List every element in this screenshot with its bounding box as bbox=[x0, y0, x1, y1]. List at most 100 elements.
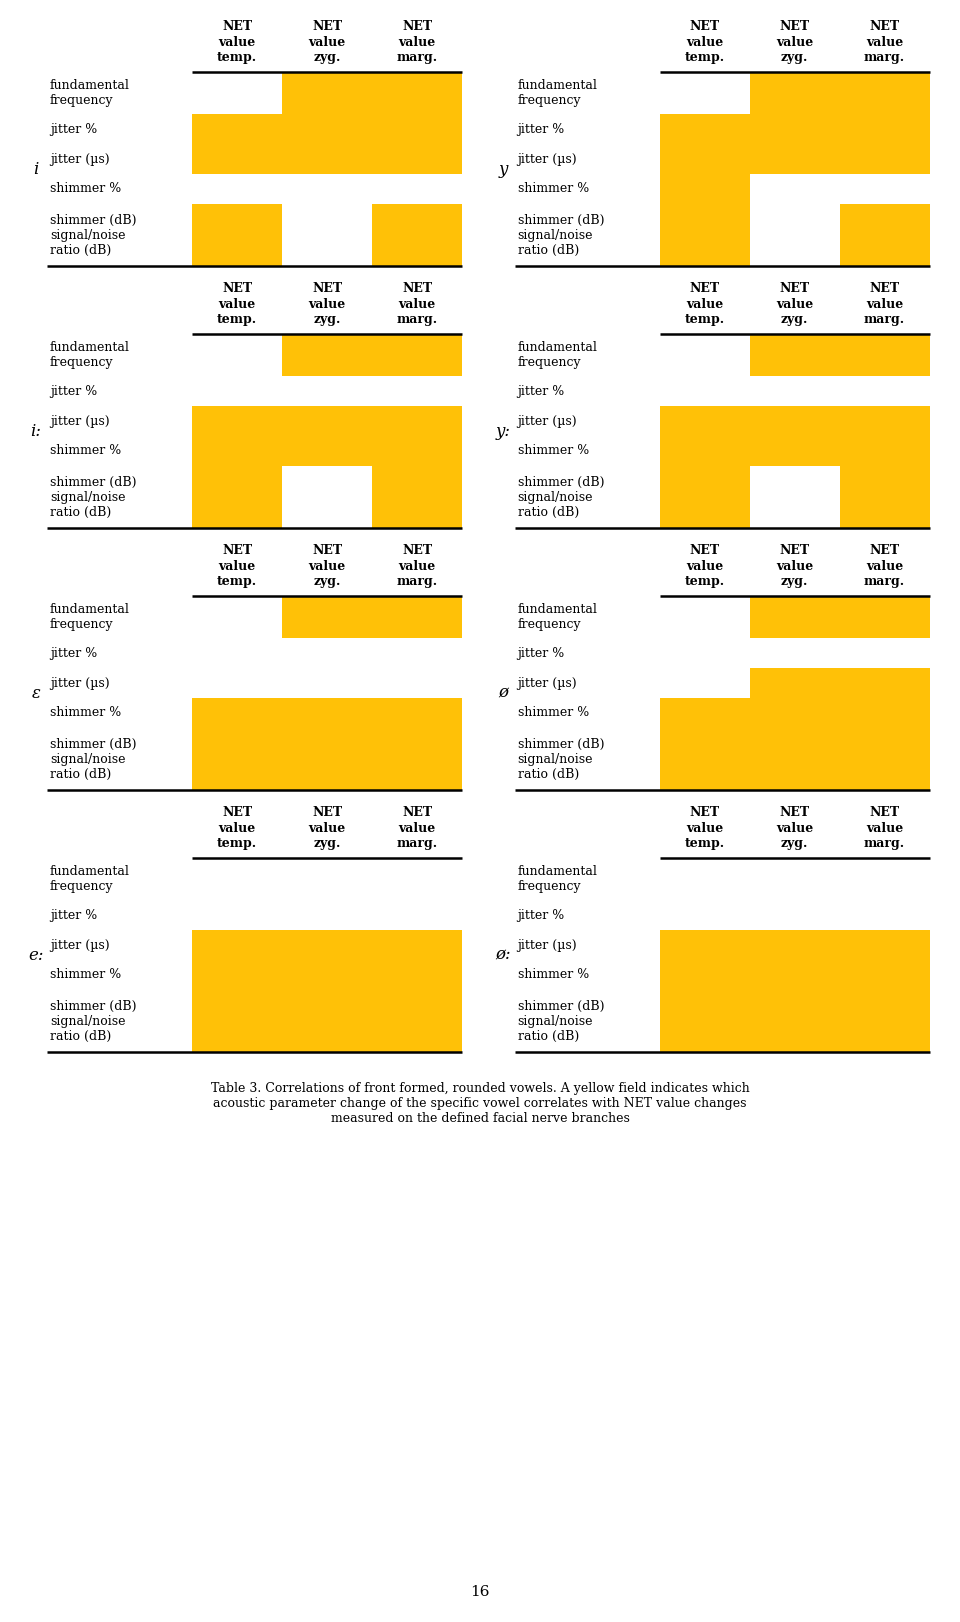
Bar bbox=[750, 204, 839, 266]
Bar bbox=[750, 595, 839, 637]
Bar bbox=[660, 376, 750, 406]
Bar bbox=[750, 334, 839, 376]
Text: ø: ø bbox=[498, 684, 509, 701]
Bar bbox=[192, 114, 282, 144]
Bar bbox=[660, 960, 750, 989]
Bar bbox=[282, 697, 372, 728]
Bar bbox=[660, 334, 750, 376]
Text: shimmer %: shimmer % bbox=[50, 968, 121, 981]
Bar bbox=[750, 144, 839, 174]
Bar bbox=[372, 436, 462, 466]
Bar bbox=[282, 174, 372, 204]
Text: shimmer (dB)
signal/noise
ratio (dB): shimmer (dB) signal/noise ratio (dB) bbox=[50, 475, 136, 519]
Bar bbox=[192, 436, 282, 466]
Bar bbox=[282, 595, 372, 637]
Bar bbox=[839, 436, 929, 466]
Text: fundamental
frequency: fundamental frequency bbox=[50, 865, 130, 894]
Text: jitter (µs): jitter (µs) bbox=[50, 939, 109, 952]
Text: fundamental
frequency: fundamental frequency bbox=[517, 341, 597, 368]
Text: jitter %: jitter % bbox=[517, 384, 564, 397]
Text: shimmer %: shimmer % bbox=[50, 707, 121, 720]
Bar bbox=[372, 71, 462, 114]
Bar bbox=[282, 406, 372, 436]
Text: NET
value
zyg.: NET value zyg. bbox=[776, 545, 813, 587]
Text: shimmer %: shimmer % bbox=[517, 183, 588, 196]
Text: NET
value
temp.: NET value temp. bbox=[684, 806, 725, 850]
Text: fundamental
frequency: fundamental frequency bbox=[517, 865, 597, 894]
Bar bbox=[750, 406, 839, 436]
Text: fundamental
frequency: fundamental frequency bbox=[517, 603, 597, 631]
Bar bbox=[839, 595, 929, 637]
Bar bbox=[750, 989, 839, 1053]
Bar bbox=[839, 114, 929, 144]
Bar bbox=[839, 466, 929, 529]
Bar bbox=[750, 858, 839, 900]
Text: NET
value
temp.: NET value temp. bbox=[217, 545, 257, 587]
Bar bbox=[372, 334, 462, 376]
Bar bbox=[839, 174, 929, 204]
Bar bbox=[282, 668, 372, 697]
Text: jitter %: jitter % bbox=[517, 908, 564, 921]
Text: NET
value
temp.: NET value temp. bbox=[217, 21, 257, 63]
Bar bbox=[192, 376, 282, 406]
Text: jitter (µs): jitter (µs) bbox=[517, 676, 577, 689]
Bar bbox=[839, 376, 929, 406]
Bar bbox=[282, 204, 372, 266]
Text: Table 3. Correlations of front formed, rounded vowels. A yellow field indicates : Table 3. Correlations of front formed, r… bbox=[210, 1082, 750, 1126]
Text: jitter (µs): jitter (µs) bbox=[50, 415, 109, 428]
Text: NET
value
zyg.: NET value zyg. bbox=[776, 282, 813, 326]
Text: ε: ε bbox=[32, 684, 40, 701]
Text: NET
value
marg.: NET value marg. bbox=[396, 21, 438, 63]
Bar bbox=[282, 960, 372, 989]
Bar bbox=[192, 71, 282, 114]
Text: fundamental
frequency: fundamental frequency bbox=[50, 603, 130, 631]
Text: NET
value
zyg.: NET value zyg. bbox=[308, 282, 346, 326]
Bar bbox=[282, 900, 372, 929]
Bar bbox=[192, 334, 282, 376]
Text: NET
value
zyg.: NET value zyg. bbox=[776, 806, 813, 850]
Bar bbox=[192, 144, 282, 174]
Bar bbox=[282, 436, 372, 466]
Bar bbox=[282, 728, 372, 790]
Bar bbox=[750, 466, 839, 529]
Text: NET
value
temp.: NET value temp. bbox=[217, 806, 257, 850]
Text: NET
value
zyg.: NET value zyg. bbox=[308, 21, 346, 63]
Bar bbox=[839, 334, 929, 376]
Bar bbox=[192, 929, 282, 960]
Bar bbox=[282, 637, 372, 668]
Text: NET
value
temp.: NET value temp. bbox=[684, 545, 725, 587]
Bar bbox=[660, 595, 750, 637]
Text: e:: e: bbox=[28, 947, 44, 963]
Bar bbox=[660, 858, 750, 900]
Bar bbox=[372, 406, 462, 436]
Bar bbox=[282, 144, 372, 174]
Bar bbox=[839, 144, 929, 174]
Text: NET
value
marg.: NET value marg. bbox=[396, 282, 438, 326]
Text: jitter (µs): jitter (µs) bbox=[50, 676, 109, 689]
Bar bbox=[192, 858, 282, 900]
Bar bbox=[660, 466, 750, 529]
Bar bbox=[660, 114, 750, 144]
Text: fundamental
frequency: fundamental frequency bbox=[50, 341, 130, 368]
Bar bbox=[750, 637, 839, 668]
Bar bbox=[750, 436, 839, 466]
Bar bbox=[750, 929, 839, 960]
Bar bbox=[282, 989, 372, 1053]
Bar bbox=[372, 144, 462, 174]
Bar bbox=[372, 668, 462, 697]
Text: y:: y: bbox=[496, 422, 511, 440]
Bar bbox=[372, 376, 462, 406]
Bar bbox=[192, 204, 282, 266]
Text: jitter (µs): jitter (µs) bbox=[517, 152, 577, 165]
Bar bbox=[750, 376, 839, 406]
Bar bbox=[192, 406, 282, 436]
Bar bbox=[839, 406, 929, 436]
Bar bbox=[660, 637, 750, 668]
Text: jitter %: jitter % bbox=[50, 384, 97, 397]
Bar bbox=[372, 204, 462, 266]
Text: shimmer %: shimmer % bbox=[517, 444, 588, 457]
Text: NET
value
marg.: NET value marg. bbox=[864, 545, 905, 587]
Bar bbox=[192, 595, 282, 637]
Text: y: y bbox=[499, 161, 508, 177]
Bar bbox=[192, 697, 282, 728]
